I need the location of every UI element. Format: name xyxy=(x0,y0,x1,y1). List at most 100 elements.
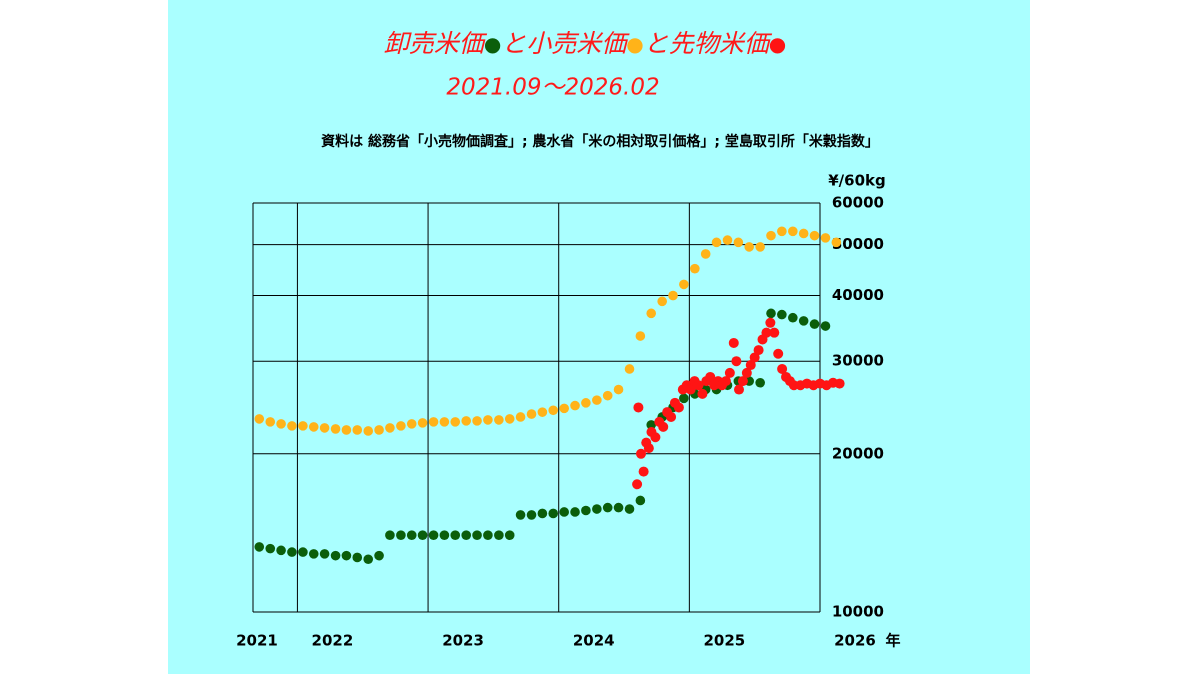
data-point xyxy=(753,345,764,356)
data-point xyxy=(428,530,439,540)
data-point xyxy=(570,507,580,517)
chart-title: 卸売米価●と小売米価●と先物米価● xyxy=(384,29,786,58)
data-point xyxy=(504,414,515,424)
data-point xyxy=(705,371,716,382)
data-point xyxy=(613,384,624,395)
data-point xyxy=(624,364,635,374)
y-tick-label: 40000 xyxy=(832,286,884,304)
data-point xyxy=(769,327,780,338)
series xyxy=(254,308,831,565)
data-point xyxy=(548,405,559,416)
data-point xyxy=(472,416,482,426)
data-point xyxy=(319,549,330,559)
data-point xyxy=(737,376,748,387)
data-point xyxy=(666,411,677,422)
data-point xyxy=(657,296,667,307)
x-tick-label: 2025 xyxy=(703,632,745,650)
data-point xyxy=(592,395,602,405)
data-point xyxy=(650,432,661,443)
y-tick-label: 20000 xyxy=(832,444,884,462)
data-point xyxy=(636,448,647,459)
data-point xyxy=(504,530,515,540)
data-point xyxy=(741,367,752,378)
y-axis-label: ¥/60kg xyxy=(828,172,886,190)
data-point xyxy=(613,502,624,513)
y-tick-label: 50000 xyxy=(832,235,884,253)
data-point xyxy=(341,425,352,435)
chart-subtitle: 2021.09～2026.02 xyxy=(446,75,659,101)
data-point xyxy=(417,418,428,428)
data-point xyxy=(646,308,657,319)
data-point xyxy=(450,417,461,427)
data-point xyxy=(820,321,831,331)
data-point xyxy=(526,510,537,520)
data-point xyxy=(439,530,450,540)
data-point xyxy=(831,237,842,248)
x-tick-label: 2022 xyxy=(312,632,354,650)
data-point xyxy=(728,337,739,348)
x-axis-label: 年 xyxy=(885,632,900,650)
data-point xyxy=(276,419,286,429)
data-point xyxy=(788,226,798,237)
data-point xyxy=(711,237,722,248)
data-point xyxy=(581,398,591,408)
data-point xyxy=(494,415,504,425)
data-point xyxy=(515,412,526,422)
data-point xyxy=(766,230,776,241)
data-point xyxy=(777,363,788,374)
data-point xyxy=(254,542,265,552)
data-point xyxy=(374,550,384,561)
data-point xyxy=(385,530,395,540)
data-point xyxy=(765,317,776,328)
data-point xyxy=(798,228,809,239)
data-point xyxy=(700,249,711,259)
data-point xyxy=(287,421,297,431)
data-point xyxy=(761,327,772,338)
data-point xyxy=(731,356,742,367)
data-point xyxy=(439,417,450,427)
data-point xyxy=(646,420,657,430)
x-tick-label: 2023 xyxy=(442,632,484,650)
data-point xyxy=(374,425,384,435)
data-point xyxy=(744,242,754,252)
data-point xyxy=(773,348,784,359)
data-point xyxy=(287,547,297,557)
data-point xyxy=(658,421,669,432)
data-point xyxy=(308,422,319,432)
data-point xyxy=(755,242,765,252)
data-point xyxy=(635,495,646,506)
data-point xyxy=(834,378,845,389)
data-point xyxy=(668,290,678,301)
data-point xyxy=(673,402,684,413)
data-point xyxy=(483,530,493,540)
data-point xyxy=(352,425,363,435)
data-point xyxy=(330,550,341,561)
x-tick-label: 2026 xyxy=(834,632,876,650)
y-tick-label: 60000 xyxy=(832,194,884,212)
data-point xyxy=(526,409,537,419)
data-point xyxy=(537,407,548,417)
data-point xyxy=(396,530,406,540)
data-point xyxy=(690,263,700,274)
data-point xyxy=(820,233,831,243)
data-point xyxy=(308,549,319,559)
data-point xyxy=(559,507,569,517)
data-point xyxy=(341,550,352,561)
data-point xyxy=(693,380,704,391)
data-point xyxy=(697,388,708,399)
chart-background xyxy=(168,0,1030,674)
data-point xyxy=(396,421,406,431)
x-tick-label: 2024 xyxy=(573,632,615,650)
data-point xyxy=(330,424,341,434)
data-point xyxy=(265,417,276,427)
data-point xyxy=(685,384,696,395)
data-point xyxy=(777,226,787,237)
data-point xyxy=(798,316,809,326)
data-point xyxy=(724,367,735,378)
data-point xyxy=(745,360,756,371)
data-point xyxy=(417,530,428,540)
data-point xyxy=(494,530,504,540)
data-point xyxy=(363,554,374,565)
y-tick-label: 30000 xyxy=(832,352,884,370)
x-tick-label: 2021 xyxy=(236,632,278,650)
